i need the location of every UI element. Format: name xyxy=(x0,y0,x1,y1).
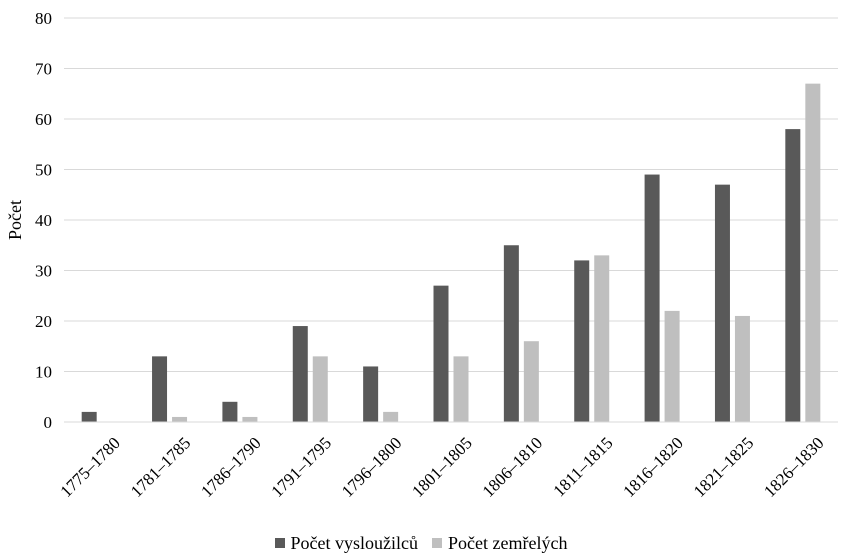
y-axis-ticks: 0 10 20 30 40 50 60 70 80 xyxy=(35,9,52,432)
y-tick-label: 80 xyxy=(35,9,52,28)
bar-retired xyxy=(433,285,449,422)
bar-deceased xyxy=(734,315,750,422)
y-tick-label: 60 xyxy=(35,110,52,129)
bar-deceased xyxy=(664,310,680,422)
legend-swatch-retired xyxy=(274,538,285,548)
x-tick-label: 1826–1830 xyxy=(760,433,828,501)
bar-retired xyxy=(574,260,590,422)
bar-deceased xyxy=(523,341,539,422)
legend-label-retired: Počet vysloužilců xyxy=(290,532,419,553)
y-tick-label: 50 xyxy=(35,161,52,180)
x-tick-label: 1786–1790 xyxy=(197,433,265,501)
legend-label-deceased: Počet zemřelých xyxy=(448,532,568,553)
legend: Počet vysloužilců Počet zemřelých xyxy=(0,532,842,554)
x-tick-label: 1781–1785 xyxy=(127,433,195,501)
bar-retired xyxy=(292,326,308,422)
bar-deceased xyxy=(312,356,328,422)
legend-item-deceased: Počet zemřelých xyxy=(432,533,567,554)
bar-retired xyxy=(81,411,97,422)
y-tick-label: 40 xyxy=(35,211,52,230)
bar-retired xyxy=(152,356,168,422)
y-tick-label: 0 xyxy=(44,413,53,432)
y-axis-label: Počet xyxy=(5,200,25,240)
legend-item-retired: Počet vysloužilců xyxy=(274,532,419,554)
bar-retired xyxy=(714,184,730,422)
bar-deceased xyxy=(594,255,610,422)
x-tick-label: 1796–1800 xyxy=(338,433,406,501)
x-tick-label: 1775–1780 xyxy=(56,433,124,501)
x-tick-label: 1791–1795 xyxy=(268,433,336,501)
y-tick-label: 10 xyxy=(35,363,52,382)
x-tick-label: 1801–1805 xyxy=(408,433,476,501)
bar-deceased xyxy=(383,411,399,422)
x-tick-label: 1811–1815 xyxy=(549,433,616,500)
bar-retired xyxy=(363,366,379,422)
bar-deceased xyxy=(242,416,258,422)
x-tick-label: 1816–1820 xyxy=(619,433,687,501)
y-tick-label: 30 xyxy=(35,262,52,281)
bar-retired xyxy=(785,129,801,422)
bar-retired xyxy=(503,245,519,422)
bars xyxy=(81,83,821,423)
y-tick-label: 20 xyxy=(35,312,52,331)
bar-retired xyxy=(644,174,660,422)
bar-deceased xyxy=(805,83,821,423)
gridlines xyxy=(64,17,838,372)
x-tick-label: 1821–1825 xyxy=(690,433,758,501)
x-tick-label: 1806–1810 xyxy=(479,433,547,501)
y-tick-label: 70 xyxy=(35,60,52,79)
bar-deceased xyxy=(453,356,469,422)
bar-deceased xyxy=(172,416,188,422)
x-axis-ticks: 1775–1780 1781–1785 1786–1790 1791–1795 1796… xyxy=(56,433,827,501)
bar-retired xyxy=(222,401,238,422)
legend-swatch-deceased xyxy=(432,538,443,548)
